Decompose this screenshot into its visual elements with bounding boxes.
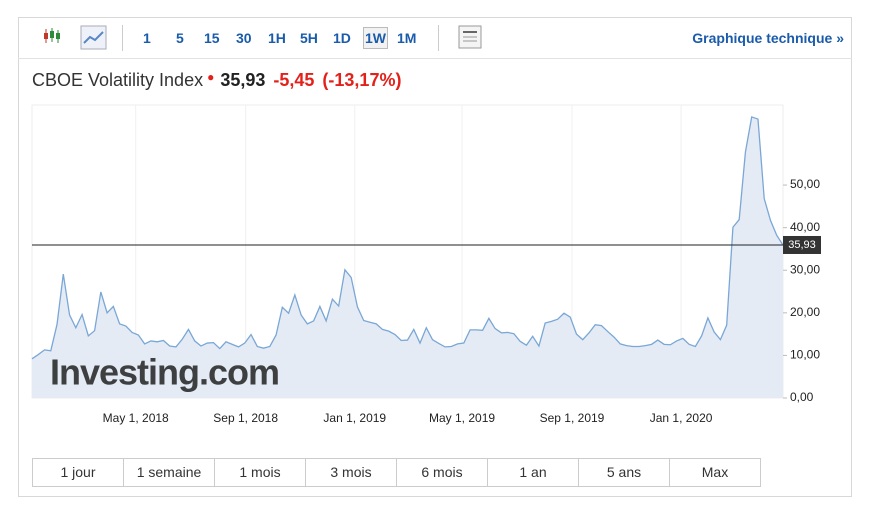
chart-title: CBOE Volatility Index xyxy=(32,70,204,90)
y-tick-label: 0,00 xyxy=(790,390,814,404)
separator xyxy=(122,25,123,51)
x-tick-label: May 1, 2018 xyxy=(103,411,169,425)
settings-icon[interactable] xyxy=(458,25,484,51)
y-tick-label: 50,00 xyxy=(790,177,820,191)
interval-button[interactable]: 1 xyxy=(143,30,151,46)
interval-button[interactable]: 1H xyxy=(268,30,286,46)
separator xyxy=(438,25,439,51)
change-pct: (-13,17%) xyxy=(322,70,402,90)
range-buttons: 1 jour 1 semaine 1 mois 3 mois 6 mois 1 an 5 a… xyxy=(32,458,761,487)
toolbar: Graphique technique » 1 5 15 30 1H 5H 1D 1W 1M xyxy=(18,17,852,59)
technical-chart-link[interactable]: Graphique technique » xyxy=(692,30,844,46)
current-value-label: 35,93 xyxy=(788,239,816,251)
watermark: Investing.com xyxy=(50,352,279,393)
interval-button[interactable]: 1W xyxy=(363,27,388,49)
interval-button[interactable]: 5 xyxy=(176,30,184,46)
range-button[interactable]: 6 mois xyxy=(397,459,488,486)
interval-button[interactable]: 1D xyxy=(333,30,351,46)
widget-frame xyxy=(18,17,852,497)
range-button[interactable]: 1 semaine xyxy=(124,459,215,486)
candle-icon[interactable] xyxy=(40,24,70,54)
y-tick-label: 30,00 xyxy=(790,262,820,276)
interval-button[interactable]: 5H xyxy=(300,30,318,46)
live-dot: ● xyxy=(207,70,215,84)
interval-button[interactable]: 15 xyxy=(204,30,220,46)
range-button[interactable]: 1 an xyxy=(488,459,579,486)
x-tick-label: Sep 1, 2019 xyxy=(540,411,605,425)
y-tick-label: 10,00 xyxy=(790,348,820,362)
interval-button[interactable]: 30 xyxy=(236,30,252,46)
range-button[interactable]: 3 mois xyxy=(306,459,397,486)
range-button[interactable]: 1 jour xyxy=(33,459,124,486)
interval-button[interactable]: 1M xyxy=(397,30,417,46)
y-tick-label: 20,00 xyxy=(790,305,820,319)
x-tick-label: May 1, 2019 xyxy=(429,411,495,425)
price: 35,93 xyxy=(220,70,266,90)
area xyxy=(32,116,783,399)
y-tick-label: 40,00 xyxy=(790,220,820,234)
quote-header: CBOE Volatility Index ● 35,93 -5,45 (-13,17%… xyxy=(32,70,401,91)
x-tick-label: Jan 1, 2019 xyxy=(323,411,386,425)
x-tick-label: Jan 1, 2020 xyxy=(650,411,713,425)
range-button[interactable]: Max xyxy=(701,464,729,480)
x-tick-label: Sep 1, 2018 xyxy=(213,411,278,425)
current-value-tag xyxy=(783,235,821,254)
line-icon[interactable] xyxy=(80,25,108,51)
change: -5,45 xyxy=(273,70,315,90)
line xyxy=(31,116,784,360)
range-button[interactable]: 1 mois xyxy=(215,459,306,486)
range-button[interactable]: 5 ans xyxy=(579,459,670,486)
